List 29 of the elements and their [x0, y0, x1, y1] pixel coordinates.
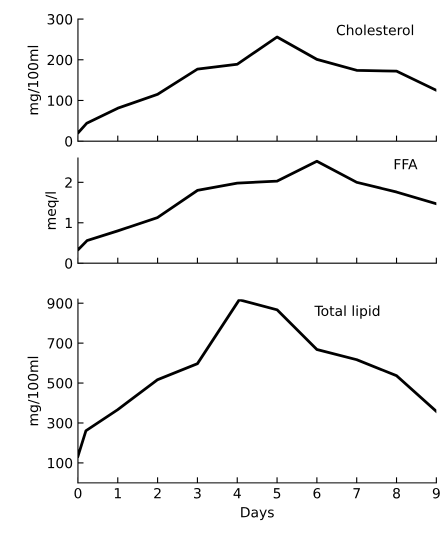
- y-tick-label: 300: [48, 418, 72, 428]
- y-axis-title: meq/l: [45, 192, 59, 230]
- y-axis-title: mg/100ml: [28, 46, 42, 114]
- y-tick-label: 900: [47, 298, 72, 309]
- y-tick-label: 700: [48, 338, 72, 349]
- x-tick-label: 0: [74, 488, 82, 498]
- x-tick-label: 5: [274, 488, 280, 498]
- x-axis-title: Days: [241, 507, 274, 520]
- x-tick-label: 3: [194, 488, 201, 498]
- y-tick-label: 500: [48, 378, 72, 389]
- series-label: FFA: [394, 159, 418, 170]
- y-tick-label: 100: [48, 95, 72, 106]
- y-tick-label: 1: [66, 218, 72, 228]
- x-tick-label: 4: [234, 488, 241, 498]
- x-tick-label: 2: [154, 488, 161, 498]
- y-tick-label: 0: [65, 258, 72, 269]
- x-tick-label: 9: [432, 488, 440, 498]
- x-tick-label: 7: [353, 488, 360, 498]
- y-axis-title: mg/100ml: [28, 356, 42, 426]
- text: Cholesterol: [336, 24, 414, 36]
- series-label: Total lipid: [314, 305, 380, 319]
- x-tick-label: 8: [393, 488, 400, 498]
- y-tick-label: 0: [65, 136, 72, 147]
- x-tick-label: 6: [313, 488, 320, 498]
- x-tick-label: 1: [114, 488, 121, 498]
- y-tick-label: 100: [48, 458, 72, 468]
- y-tick-label: 300: [48, 14, 72, 25]
- y-tick-label: 200: [48, 54, 72, 66]
- y-tick-label: 2: [65, 177, 72, 188]
